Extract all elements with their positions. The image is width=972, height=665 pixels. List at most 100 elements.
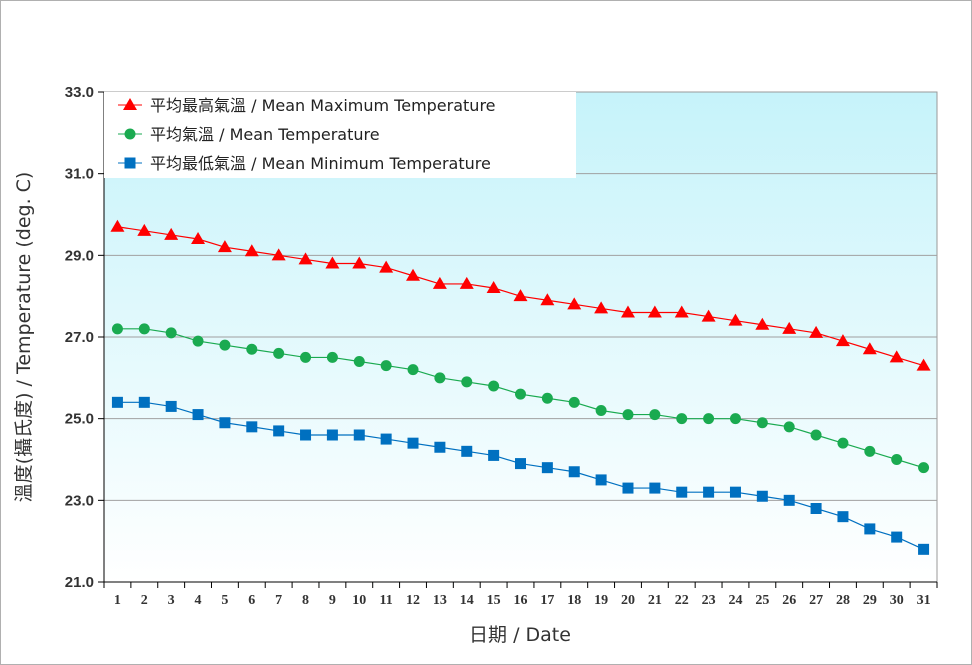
data-point [703, 413, 715, 425]
y-tick-label: 27.0 [65, 329, 94, 346]
data-point [891, 531, 903, 543]
x-tick-label: 3 [168, 593, 175, 608]
data-point [783, 421, 795, 433]
x-tick-label: 29 [863, 593, 877, 608]
data-point [244, 244, 259, 257]
data-point [782, 321, 797, 334]
data-point [649, 409, 661, 421]
data-point [191, 232, 206, 244]
data-point [380, 433, 392, 445]
data-point [783, 494, 795, 506]
data-point [432, 276, 447, 289]
legend: 平均最高氣溫 / Mean Maximum Temperature 平均氣溫 / … [104, 92, 576, 178]
data-point [568, 396, 580, 408]
series-circle [111, 323, 930, 474]
data-point [138, 323, 150, 335]
data-point [488, 380, 500, 392]
data-point [461, 376, 473, 388]
data-point [246, 421, 258, 433]
data-point [647, 305, 662, 318]
x-tick-label: 8 [302, 593, 309, 608]
data-point [864, 445, 876, 457]
data-point [594, 301, 609, 314]
data-point [217, 240, 232, 253]
data-point [540, 293, 555, 306]
series-square [111, 396, 930, 555]
data-point [756, 417, 768, 429]
data-point [353, 356, 365, 367]
data-point [676, 486, 688, 498]
x-tick-label: 5 [221, 593, 228, 608]
legend-marker-circle [124, 128, 136, 140]
x-tick-label: 7 [275, 593, 282, 608]
x-tick-label: 14 [460, 593, 474, 608]
x-tick-label: 19 [594, 593, 608, 608]
data-point [246, 343, 258, 355]
x-tick-label: 12 [406, 593, 420, 608]
data-point [326, 429, 338, 441]
data-point [325, 256, 340, 269]
data-point [703, 486, 715, 498]
data-point [620, 305, 635, 318]
data-point [353, 429, 365, 441]
data-point [380, 360, 392, 372]
data-point [379, 260, 394, 273]
data-point [300, 351, 312, 363]
data-point [676, 413, 688, 425]
data-point [649, 482, 661, 494]
data-point [595, 474, 607, 486]
x-tick-label: 6 [248, 593, 255, 608]
data-point [219, 417, 231, 429]
data-point [916, 358, 931, 371]
x-tick-label: 28 [836, 593, 850, 608]
x-tick-label: 25 [755, 593, 769, 608]
x-tick-label: 11 [380, 593, 393, 608]
x-tick-label: 30 [890, 593, 904, 608]
x-tick-label: 15 [487, 593, 501, 608]
x-tick-label: 22 [675, 593, 689, 608]
data-point [567, 297, 582, 310]
data-point [192, 335, 204, 347]
data-point [192, 409, 204, 421]
data-point [728, 313, 743, 326]
data-point [137, 223, 152, 236]
data-point [515, 388, 526, 400]
x-tick-label: 24 [728, 593, 742, 608]
data-point [835, 334, 850, 347]
data-point [809, 325, 824, 338]
data-point [300, 429, 312, 441]
data-point [755, 317, 770, 330]
data-point [918, 543, 930, 555]
data-point [434, 441, 446, 453]
x-tick-label: 16 [514, 593, 528, 608]
data-point [459, 276, 474, 289]
data-point [810, 429, 822, 441]
data-point [595, 405, 607, 416]
legend-label: 平均氣溫 / Mean Temperature [150, 125, 380, 144]
x-tick-label: 1 [114, 593, 121, 608]
legend-marker-triangle [123, 98, 137, 110]
data-point [461, 445, 473, 457]
data-point [298, 252, 313, 265]
legend-label: 平均最高氣溫 / Mean Maximum Temperature [150, 96, 496, 115]
x-tick-label: 18 [567, 593, 581, 608]
data-point [271, 248, 286, 261]
x-tick-label: 21 [648, 593, 662, 608]
data-point [352, 256, 367, 269]
data-point [326, 351, 338, 363]
data-point [138, 396, 150, 408]
x-tick-label: 9 [329, 593, 336, 608]
data-point [219, 339, 231, 351]
x-tick-label: 10 [352, 593, 366, 608]
x-tick-label: 4 [195, 593, 202, 608]
data-point [810, 503, 822, 514]
y-axis-label: 溫度(攝氏度) / Temperature (deg. C) [13, 172, 35, 503]
x-axis-label: 日期 / Date [469, 624, 571, 646]
data-point [513, 289, 528, 302]
data-point [622, 409, 634, 421]
data-point [622, 482, 634, 494]
data-point [729, 486, 741, 498]
x-tick-label: 27 [809, 593, 823, 608]
data-point [541, 392, 553, 404]
data-point [862, 342, 877, 355]
